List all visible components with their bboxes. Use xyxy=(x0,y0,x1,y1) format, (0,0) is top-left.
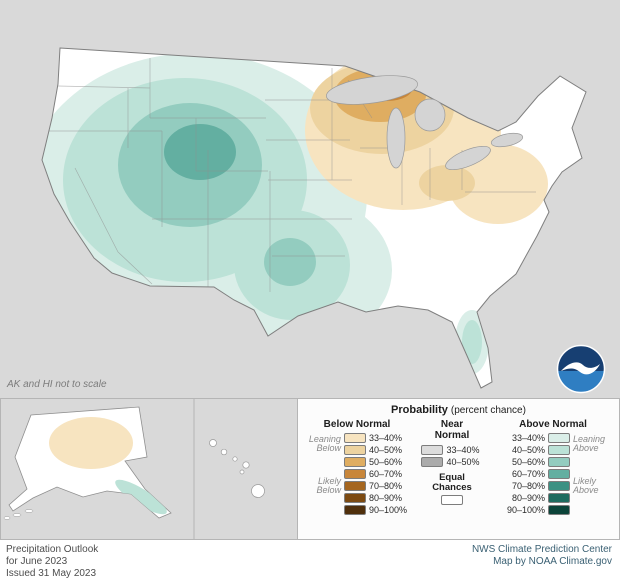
noaa-logo-ring xyxy=(556,344,606,394)
noaa-seagull-icon xyxy=(561,362,600,375)
alaska-inset-map xyxy=(3,406,172,520)
legend-range-label: 90–100% xyxy=(368,505,407,515)
legend-range-label: 40–50% xyxy=(511,445,545,455)
legend-row: 50–60% xyxy=(343,456,410,468)
legend-below-column: Below Normal Leaning Below Likely Below … xyxy=(304,419,410,516)
legend-range-label: 80–90% xyxy=(511,493,545,503)
legend-swatch xyxy=(421,445,444,455)
legend-above-header: Above Normal xyxy=(519,419,587,430)
leaning-above-label: Leaning Above xyxy=(573,434,606,453)
legend-swatch xyxy=(548,433,570,443)
legend-range-label: 50–60% xyxy=(511,457,545,467)
bottom-row: Probability (percent chance) Below Normal… xyxy=(0,398,620,540)
legend-swatch xyxy=(421,457,444,467)
legend-swatch xyxy=(343,445,366,455)
legend-range-label: 33–40% xyxy=(368,433,402,443)
conus-map: AK and HI not to scale xyxy=(0,0,620,398)
legend-row: 40–50% xyxy=(343,444,410,456)
legend-row: 90–100% xyxy=(494,504,570,516)
legend-row xyxy=(410,494,494,506)
legend-swatch xyxy=(343,505,366,515)
footer: Precipitation Outlook for June 2023 Issu… xyxy=(0,540,620,585)
legend-row: 50–60% xyxy=(494,456,570,468)
equal-chances-swatch xyxy=(441,495,463,505)
ak-hi-inset-panel xyxy=(0,398,298,540)
legend-range-label: 40–50% xyxy=(446,457,480,467)
legend-near-header: Near Normal xyxy=(434,419,470,441)
great-lakes xyxy=(326,75,524,171)
legend-swatch xyxy=(548,469,570,479)
legend-row: 33–40% xyxy=(343,432,410,444)
legend-row: 60–70% xyxy=(343,468,410,480)
legend-swatch xyxy=(343,469,366,479)
legend-below-side-labels: Leaning Below Likely Below xyxy=(304,432,344,516)
legend-swatch xyxy=(343,433,366,443)
legend-range-label: 40–50% xyxy=(368,445,402,455)
legend-range-label: 70–80% xyxy=(511,481,545,491)
legend-swatch xyxy=(548,481,570,491)
legend-range-label: 90–100% xyxy=(506,505,545,515)
legend-panel: Probability (percent chance) Below Normal… xyxy=(298,398,620,540)
legend-below-rows: 33–40% 40–50% 50–60% 60–70% 70–80% 80–90… xyxy=(343,432,410,516)
ak-hi-inset-svg xyxy=(3,399,265,539)
legend-swatch xyxy=(343,457,366,467)
leaning-below-label: Leaning Below xyxy=(308,434,341,453)
legend-swatch xyxy=(343,481,366,491)
noaa-logo xyxy=(556,344,606,394)
legend-row: 70–80% xyxy=(343,480,410,492)
legend-range-label: 80–90% xyxy=(368,493,402,503)
alaska-above-normal-region xyxy=(115,479,167,515)
legend-below-header: Below Normal xyxy=(323,419,391,430)
legend-title-main: Probability xyxy=(391,404,448,416)
legend-range-label: 60–70% xyxy=(511,469,545,479)
legend-above-rows: 33–40% 40–50% 50–60% 60–70% 70–80% 80–90… xyxy=(494,432,570,516)
legend-near-rows: 33–40% 40–50% xyxy=(410,444,494,468)
legend-swatch xyxy=(343,493,366,503)
legend-title: Probability (percent chance) xyxy=(304,404,613,419)
legend-row: 80–90% xyxy=(494,492,570,504)
us-outline xyxy=(41,47,587,389)
footer-line: Map by NOAA Climate.gov xyxy=(493,556,612,567)
equal-chances-label: Equal Chances xyxy=(432,472,472,493)
noaa-logo-svg xyxy=(556,344,606,394)
likely-below-label: Likely Below xyxy=(316,476,341,495)
footer-credit-text: NWS Climate Prediction Center Map by NOA… xyxy=(472,544,612,568)
legend-columns: Below Normal Leaning Below Likely Below … xyxy=(304,419,613,516)
footer-line: Issued 31 May 2023 xyxy=(6,568,97,579)
legend-swatch xyxy=(548,457,570,467)
footer-line: NWS Climate Prediction Center xyxy=(471,544,612,555)
footer-line: Precipitation Outlook xyxy=(6,544,99,555)
legend-swatch xyxy=(548,445,570,455)
aleutian-islands xyxy=(3,509,34,520)
legend-range-label: 33–40% xyxy=(511,433,545,443)
likely-above-label: Likely Above xyxy=(573,476,599,495)
legend-range-label: 60–70% xyxy=(368,469,402,479)
legend-swatch xyxy=(548,505,570,515)
legend-title-suffix: (percent chance) xyxy=(450,405,526,416)
legend-row: 80–90% xyxy=(343,492,410,504)
legend-range-label: 70–80% xyxy=(368,481,402,491)
conus-map-svg xyxy=(41,47,587,389)
legend-row: 33–40% xyxy=(494,432,570,444)
legend-range-label: 50–60% xyxy=(368,457,402,467)
legend-row: 33–40% xyxy=(410,444,494,456)
hawaii-inset-map xyxy=(209,439,265,498)
legend-swatch xyxy=(548,493,570,503)
legend-row: 70–80% xyxy=(494,480,570,492)
alaska-below-normal-region xyxy=(49,417,133,469)
footer-issuance-text: Precipitation Outlook for June 2023 Issu… xyxy=(6,544,98,580)
legend-range-label: 33–40% xyxy=(446,445,480,455)
legend-row: 60–70% xyxy=(494,468,570,480)
legend-row: 90–100% xyxy=(343,504,410,516)
legend-row: 40–50% xyxy=(494,444,570,456)
above-normal-shading-west xyxy=(42,53,392,345)
legend-above-column: Above Normal 33–40% 40–50% 50–60% 60–70%… xyxy=(494,419,612,516)
footer-line: for June 2023 xyxy=(6,556,68,567)
noaa-logo-sea xyxy=(557,371,605,393)
legend-above-side-labels: Leaning Above Likely Above xyxy=(570,432,612,516)
map-scale-note: AK and HI not to scale xyxy=(7,379,107,390)
legend-row: 40–50% xyxy=(410,456,494,468)
legend-near-column: Near Normal 33–40% 40–50% Equal Chances xyxy=(410,419,494,516)
